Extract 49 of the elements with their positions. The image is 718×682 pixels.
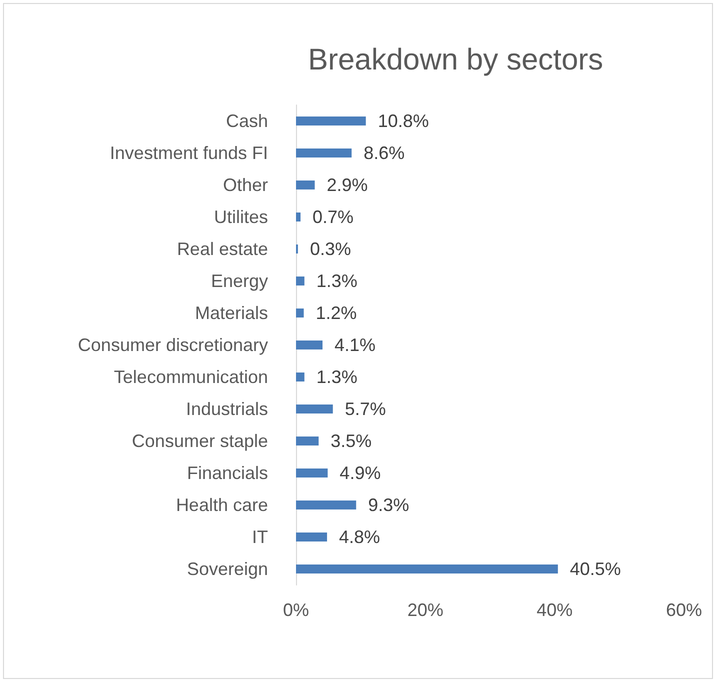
y-tick-label: Energy: [210, 271, 268, 291]
y-tick-label: Real estate: [176, 239, 268, 259]
y-tick-label: Industrials: [186, 399, 268, 419]
y-tick-label: Sovereign: [186, 559, 268, 579]
bar: [296, 532, 328, 542]
data-label: 40.5%: [570, 559, 621, 579]
x-tick-label: 60%: [666, 600, 702, 620]
y-tick-label: Telecommunication: [114, 367, 268, 387]
bar: [296, 148, 352, 158]
data-label: 3.5%: [330, 431, 372, 451]
data-label: 4.9%: [340, 463, 381, 483]
data-label: 1.3%: [316, 271, 358, 291]
bar: [296, 308, 304, 318]
data-label: 5.7%: [344, 399, 386, 419]
bar: [296, 436, 319, 446]
data-label: 1.3%: [316, 367, 358, 387]
bar: [296, 404, 333, 414]
chart-title: Breakdown by sectors: [308, 44, 604, 76]
bar: [296, 564, 558, 574]
data-label: 0.7%: [312, 207, 354, 227]
bar: [296, 372, 304, 382]
y-tick-label: Utilites: [214, 207, 268, 227]
bar: [296, 180, 315, 190]
bar: [296, 116, 366, 126]
data-label: 2.9%: [326, 175, 368, 195]
data-label: 10.8%: [378, 111, 429, 131]
bar: [296, 468, 328, 478]
y-tick-label: Other: [222, 175, 268, 195]
data-label: 0.3%: [310, 239, 351, 259]
data-label: 4.1%: [334, 335, 376, 355]
y-tick-label: Cash: [226, 111, 268, 131]
data-label: 1.2%: [316, 303, 357, 323]
x-tick-label: 20%: [407, 600, 444, 620]
data-label: 8.6%: [364, 143, 405, 163]
x-tick-label: 0%: [282, 600, 310, 620]
y-tick-label: Consumer staple: [132, 431, 268, 451]
bar: [296, 340, 323, 350]
y-tick-label: Financials: [186, 463, 268, 483]
y-tick-label: Investment funds FI: [110, 143, 268, 163]
y-tick-label: Consumer discretionary: [78, 335, 268, 355]
data-label: 4.8%: [339, 527, 380, 547]
bar: [296, 500, 356, 510]
y-tick-label: Materials: [194, 303, 268, 323]
bar: [296, 276, 304, 286]
x-tick-label: 40%: [536, 600, 573, 620]
y-tick-label: Health care: [176, 495, 268, 515]
data-label: 9.3%: [368, 495, 410, 515]
bar: [296, 212, 301, 222]
y-tick-label: IT: [252, 527, 268, 547]
